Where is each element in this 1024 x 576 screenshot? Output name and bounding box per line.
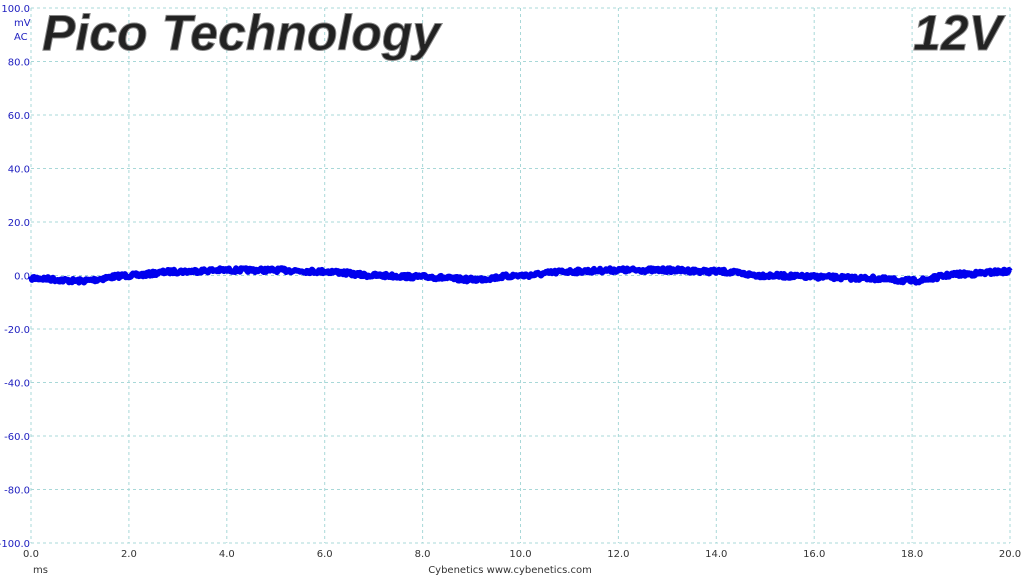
y-axis: 100.0 80.0 60.0 40.0 20.0 0.0 -20.0 -40.0 -60.0 -…	[0, 4, 30, 550]
y-tick-label: -60.0	[4, 432, 30, 443]
x-tick-label: 4.0	[219, 549, 235, 560]
y-tick-label: 20.0	[8, 218, 30, 229]
x-tick-label: 10.0	[509, 549, 531, 560]
x-tick-label: 18.0	[901, 549, 923, 560]
y-tick-label: -20.0	[4, 325, 30, 336]
x-tick-label: 0.0	[23, 549, 39, 560]
y-unit-label: mV	[14, 18, 31, 29]
chart-title: Pico Technology	[42, 5, 442, 61]
y-tick-label: -80.0	[4, 486, 30, 497]
x-axis: 0.0 2.0 4.0 6.0 8.0 10.0 12.0 14.0 16.0 18.0 20.0	[23, 549, 1021, 560]
y-tick-label: -40.0	[4, 379, 30, 390]
y-tick-label: 100.0	[1, 4, 30, 15]
x-tick-label: 16.0	[803, 549, 825, 560]
y-tick-label: 80.0	[8, 58, 30, 69]
y-tick-label: -100.0	[0, 539, 30, 550]
x-tick-label: 8.0	[415, 549, 431, 560]
x-tick-label: 20.0	[999, 549, 1021, 560]
x-tick-label: 6.0	[317, 549, 333, 560]
y-tick-label: 0.0	[14, 272, 30, 283]
series-trace	[28, 265, 1013, 286]
footer-credit: Cybenetics www.cybenetics.com	[428, 565, 592, 576]
y-tick-label: 40.0	[8, 165, 30, 176]
x-tick-label: 2.0	[121, 549, 137, 560]
y-tick-label: 60.0	[8, 111, 30, 122]
x-tick-label: 12.0	[607, 549, 629, 560]
x-axis-label: ms	[33, 565, 48, 576]
grid	[30, 7, 1011, 544]
rail-label: 12V	[913, 5, 1006, 61]
y-coupling-label: AC	[14, 32, 28, 43]
series-line	[28, 265, 1013, 286]
x-tick-label: 14.0	[705, 549, 727, 560]
